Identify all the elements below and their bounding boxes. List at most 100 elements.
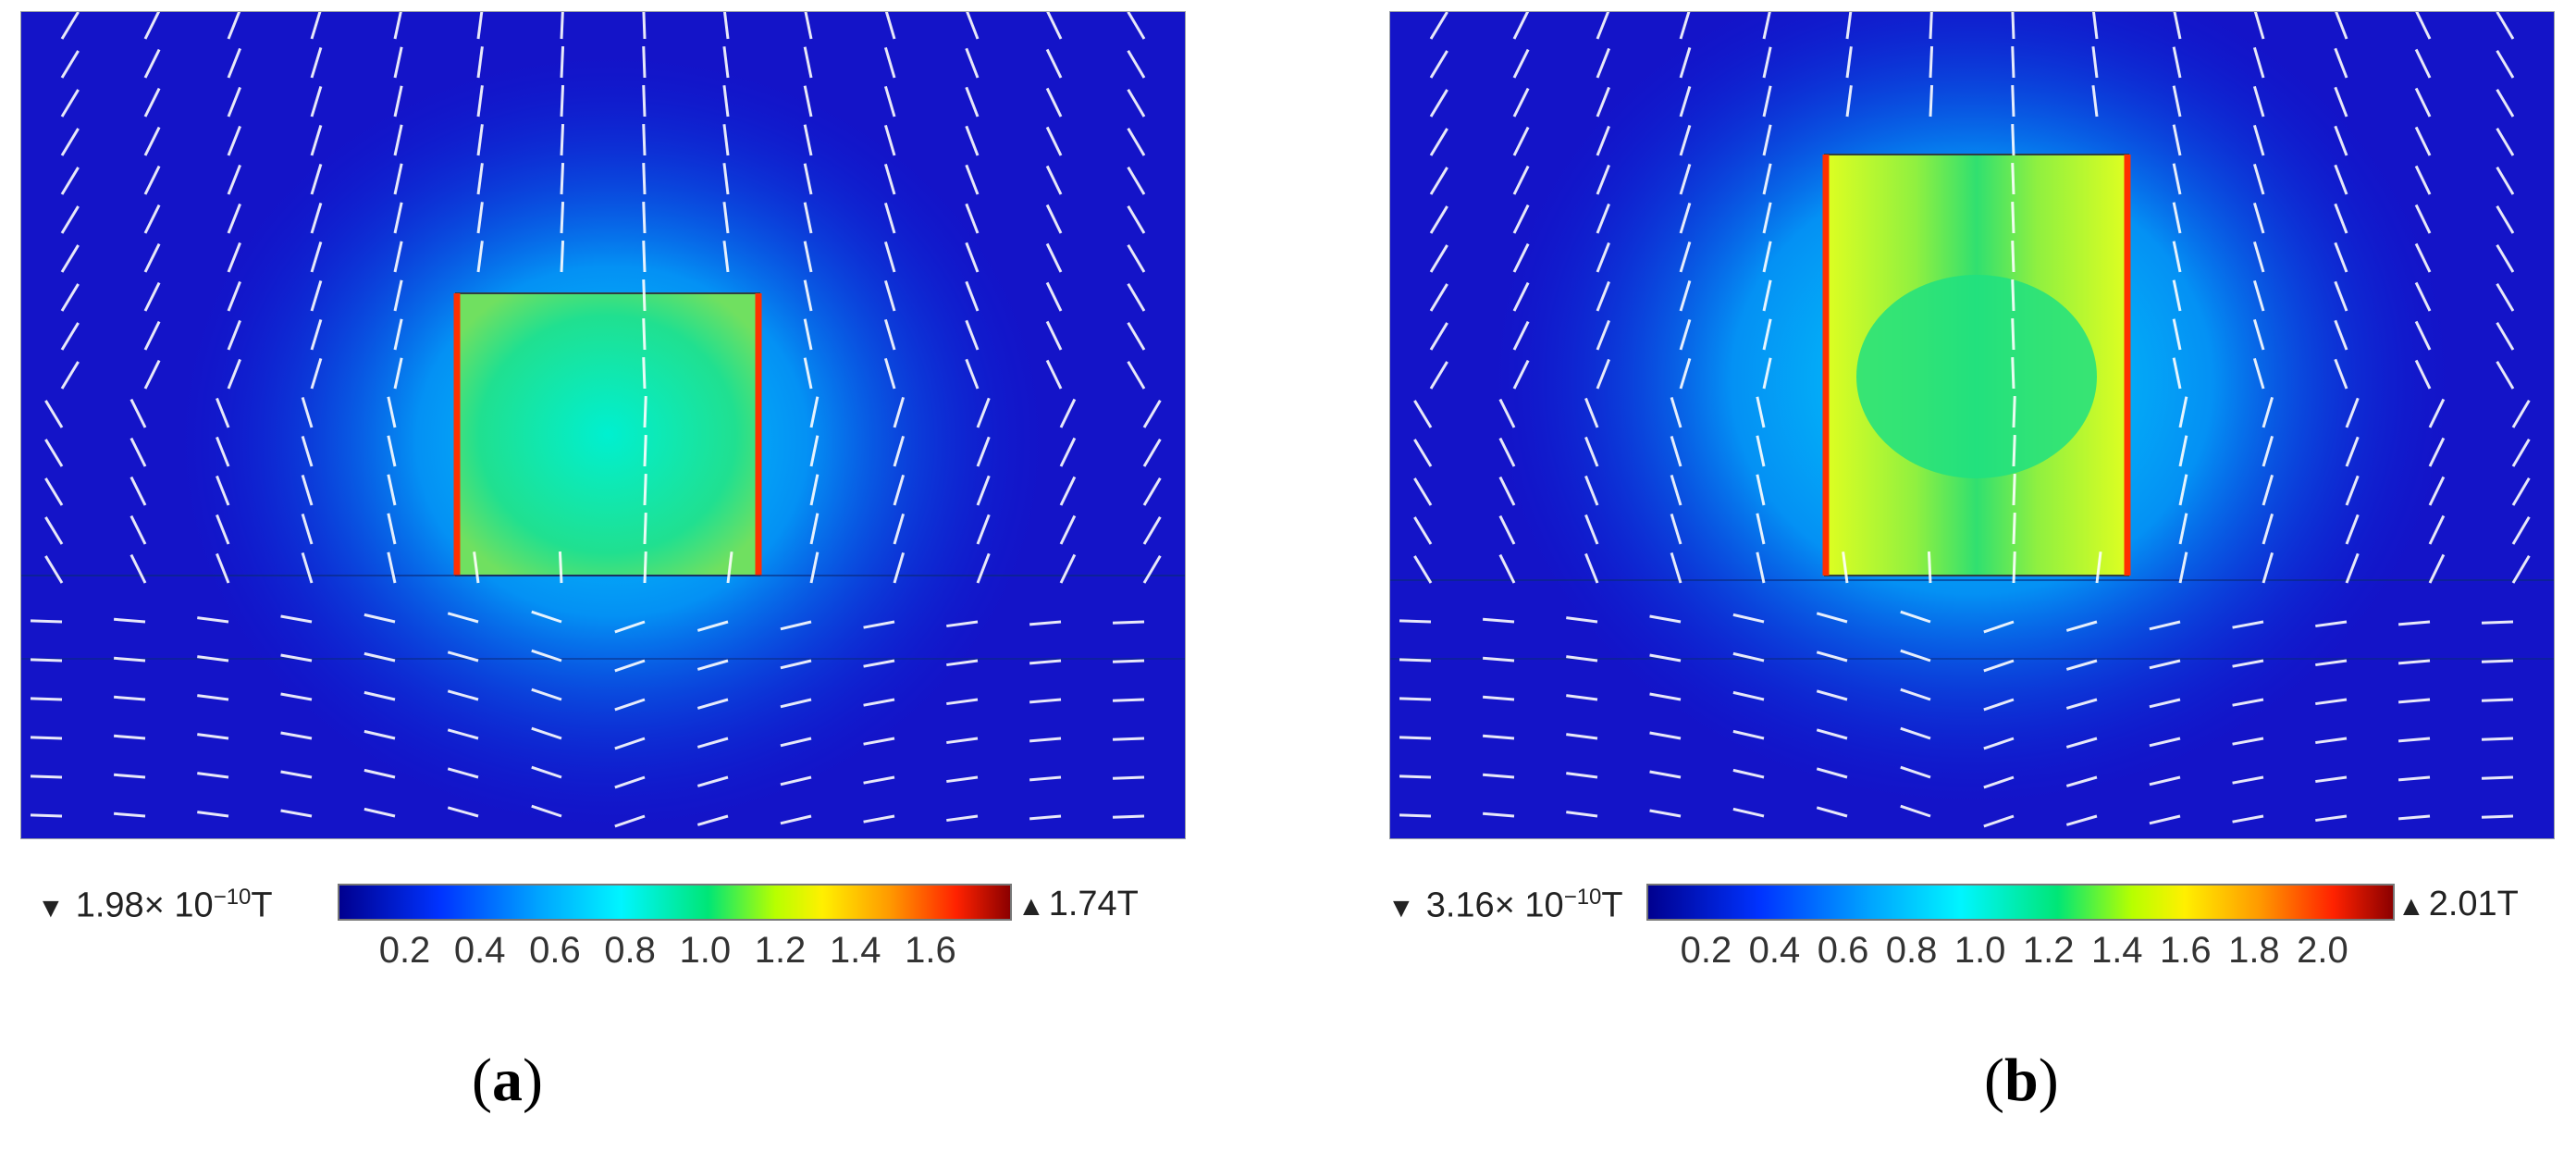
field-arrow <box>2172 163 2182 195</box>
field-arrow <box>1498 553 1516 584</box>
field-arrow <box>113 695 146 701</box>
field-arrow <box>2414 165 2432 195</box>
field-arrow <box>780 659 812 670</box>
field-arrow <box>863 814 895 824</box>
field-arrow <box>863 659 895 668</box>
field-arrow <box>614 737 646 750</box>
field-plot-a <box>20 11 1186 839</box>
field-arrow <box>1762 202 1772 234</box>
field-arrow <box>642 279 647 312</box>
field-arrow <box>227 203 241 234</box>
field-arrow <box>1983 814 2015 828</box>
field-arrow <box>1045 359 1063 390</box>
field-arrow <box>387 396 397 428</box>
field-arrow <box>227 319 241 351</box>
field-arrow <box>310 11 322 40</box>
field-arrow <box>531 687 562 701</box>
field-arrow <box>531 610 562 624</box>
field-arrow <box>2149 775 2181 787</box>
field-arrow <box>476 241 484 273</box>
field-arrow <box>44 516 64 545</box>
field-arrow <box>965 203 980 234</box>
field-arrow <box>2397 814 2431 821</box>
field-arrow <box>1029 814 1062 821</box>
field-arrow <box>1512 87 1530 118</box>
field-arrow <box>946 659 979 667</box>
colorbar-tick-label: 0.6 <box>1817 930 1869 971</box>
field-arrow <box>976 514 991 545</box>
field-arrow <box>863 775 895 785</box>
field-arrow <box>393 46 403 79</box>
field-arrow <box>280 731 313 740</box>
field-arrow <box>531 765 562 779</box>
field-arrow <box>1670 436 1682 467</box>
field-arrow <box>2232 737 2264 746</box>
field-arrow <box>2262 396 2274 428</box>
field-arrow <box>1399 774 1432 779</box>
field-arrow <box>60 50 80 79</box>
field-arrow <box>2012 395 2016 428</box>
field-arrow <box>1482 695 1515 701</box>
field-arrow <box>2012 473 2016 506</box>
field-arrow <box>1679 164 1692 195</box>
field-arrow <box>1127 243 1146 273</box>
field-arrow <box>1983 775 2015 789</box>
field-arrow <box>113 656 146 663</box>
field-arrow <box>143 320 161 351</box>
field-arrow <box>1649 731 1682 740</box>
field-arrow <box>2334 47 2348 79</box>
field-arrow <box>197 772 229 779</box>
field-arrow <box>310 125 323 156</box>
field-arrow <box>809 396 820 428</box>
field-arrow <box>696 814 729 826</box>
field-arrow <box>965 47 980 79</box>
field-arrow <box>2481 737 2514 741</box>
colorbar-max-label: ▲ 2.01T <box>2397 885 2519 923</box>
field-arrow <box>1762 279 1772 312</box>
field-arrow <box>2345 397 2360 428</box>
field-arrow <box>216 475 230 506</box>
magnet-center-region <box>1856 275 2097 478</box>
field-arrow <box>2334 164 2348 195</box>
field-arrow <box>1596 242 1610 273</box>
field-arrow <box>1127 321 1146 351</box>
field-arrow <box>1596 319 1610 351</box>
colorbar-tick-label: 0.2 <box>1680 930 1732 971</box>
field-arrow <box>1584 397 1599 428</box>
field-arrow <box>2496 321 2515 351</box>
field-arrow <box>2172 85 2182 118</box>
field-arrow <box>1756 396 1766 428</box>
field-arrow <box>643 512 647 545</box>
field-arrow <box>2496 243 2515 273</box>
field-arrow <box>2178 551 2188 584</box>
field-arrow <box>473 551 480 584</box>
field-arrow <box>1679 125 1692 156</box>
field-arrow <box>883 357 896 390</box>
field-arrow <box>113 811 146 818</box>
field-arrow <box>2149 698 2181 709</box>
field-arrow <box>2172 357 2182 390</box>
field-arrow <box>2011 45 2015 79</box>
field-arrow <box>1983 659 2015 673</box>
field-arrow <box>722 202 730 234</box>
field-arrow <box>976 397 991 428</box>
field-arrow <box>1732 729 1765 740</box>
field-arrow <box>946 737 979 745</box>
field-arrow <box>965 86 980 118</box>
field-arrow <box>2172 46 2182 79</box>
field-arrow <box>1429 322 1448 351</box>
field-arrow <box>2414 242 2432 273</box>
field-arrow <box>143 359 161 390</box>
colorbar-tick-label: 1.2 <box>754 930 807 971</box>
field-arrow <box>883 202 896 234</box>
field-arrow <box>1900 804 1931 818</box>
field-arrow <box>1429 283 1448 312</box>
field-arrow <box>780 737 812 748</box>
field-arrow <box>1045 48 1063 79</box>
field-arrow <box>1142 477 1162 506</box>
field-arrow <box>2334 242 2348 273</box>
colorbar-tick-label: 2.0 <box>2297 930 2348 971</box>
field-arrow <box>1045 87 1063 118</box>
field-arrow <box>227 358 241 390</box>
field-arrow <box>1142 515 1162 545</box>
